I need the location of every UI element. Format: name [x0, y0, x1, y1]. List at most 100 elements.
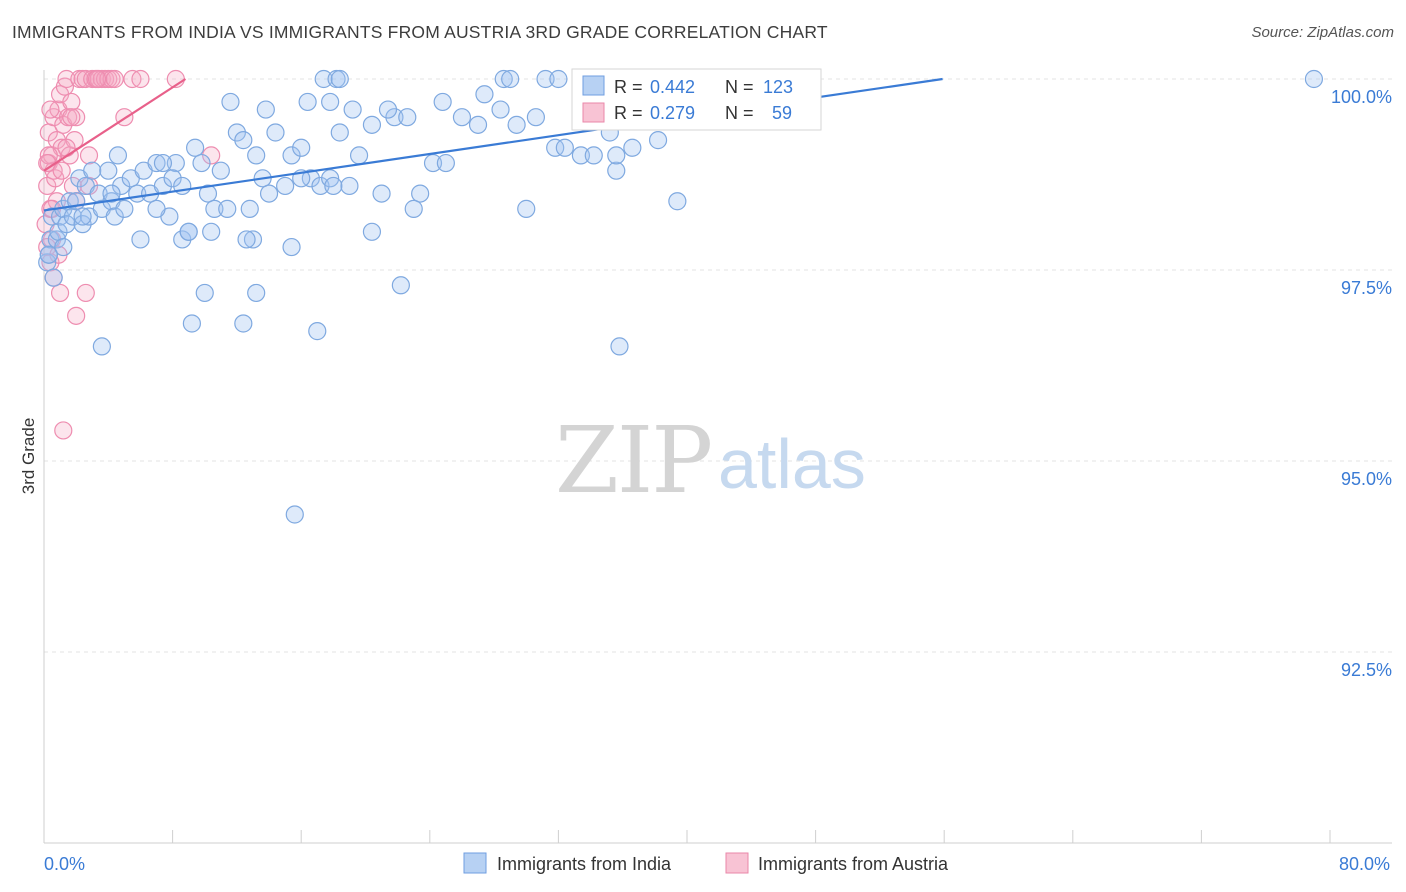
- india-point: [105, 207, 124, 226]
- india-point: [186, 138, 205, 157]
- india-point: [92, 337, 111, 356]
- watermark-atlas: atlas: [718, 425, 866, 503]
- stats-legend-box: [571, 68, 822, 131]
- india-point: [153, 153, 173, 173]
- india-point: [475, 85, 494, 104]
- y-tick-label: 100.0%: [1331, 87, 1392, 107]
- india-point: [147, 199, 166, 218]
- india-point: [198, 184, 218, 203]
- india-point: [192, 153, 211, 173]
- india-point: [436, 153, 455, 173]
- india-point: [311, 176, 330, 196]
- india-point: [234, 131, 253, 150]
- x-tick-label-min: 0.0%: [44, 854, 85, 874]
- austria-point: [54, 421, 73, 440]
- india-point: [501, 69, 520, 89]
- austria-point: [67, 108, 86, 127]
- india-point: [571, 146, 591, 165]
- y-tick-label: 92.5%: [1341, 660, 1392, 680]
- india-point: [349, 146, 369, 165]
- india-point: [259, 184, 279, 203]
- india-point: [314, 69, 333, 89]
- india-point: [282, 146, 301, 165]
- india-point: [536, 69, 555, 89]
- india-point: [378, 100, 398, 119]
- x-axis-ticks: [43, 830, 1331, 843]
- india-point: [517, 199, 536, 218]
- india-point: [237, 230, 256, 249]
- india-point: [321, 92, 340, 112]
- india-point: [112, 176, 131, 196]
- india-point: [102, 184, 121, 203]
- gridlines: [44, 78, 1392, 653]
- india-point: [301, 169, 320, 188]
- india-point: [243, 230, 263, 249]
- india-point: [179, 222, 198, 241]
- india-point: [195, 283, 214, 303]
- india-point: [385, 108, 404, 127]
- india-point: [362, 222, 382, 241]
- india-point: [73, 215, 92, 234]
- india-point: [433, 92, 452, 112]
- india-point: [247, 283, 266, 303]
- india-point: [153, 176, 173, 196]
- y-axis-tick-labels: 100.0% 97.5% 95.0% 92.5%: [1331, 87, 1392, 680]
- watermark-zip: ZIP: [555, 407, 711, 514]
- chart-title: IMMIGRANTS FROM INDIA VS IMMIGRANTS FROM…: [12, 22, 828, 42]
- india-point: [610, 337, 629, 356]
- india-point: [276, 176, 295, 196]
- india-point: [211, 161, 230, 180]
- india-point: [163, 169, 182, 188]
- india-point: [221, 92, 240, 112]
- india-point: [452, 108, 472, 127]
- india-point: [285, 505, 304, 524]
- austria-point: [131, 69, 150, 89]
- india-point: [391, 276, 410, 295]
- india-point: [362, 115, 382, 134]
- austria-point: [62, 92, 81, 112]
- austria-point: [76, 283, 95, 303]
- india-point: [83, 161, 102, 180]
- india-point: [308, 322, 327, 341]
- india-point: [330, 69, 349, 89]
- watermark: ZIP atlas: [555, 407, 866, 514]
- india-point: [398, 108, 417, 127]
- india-point: [555, 138, 574, 157]
- chart-source: Source: ZipAtlas.com: [1251, 24, 1394, 41]
- stats-india-r-label: R =: [614, 77, 643, 97]
- austria-point: [67, 306, 86, 325]
- india-point: [73, 207, 92, 226]
- india-point: [282, 237, 301, 257]
- india-point: [1304, 69, 1324, 89]
- austria-point: [202, 146, 221, 165]
- y-tick-label: 95.0%: [1341, 469, 1392, 489]
- legend-label-austria: Immigrants from Austria: [758, 854, 949, 874]
- india-point: [491, 100, 510, 119]
- india-point: [234, 314, 253, 333]
- austria-point: [57, 138, 76, 157]
- india-point: [494, 69, 513, 89]
- india-point: [47, 230, 66, 249]
- india-point: [668, 192, 687, 211]
- stats-swatch-india: [582, 75, 605, 96]
- x-tick-label-max: 80.0%: [1339, 854, 1390, 874]
- india-point: [468, 115, 488, 134]
- series-legend: Immigrants from India Immigrants from Au…: [463, 852, 949, 874]
- stats-austria-n-label: N =: [725, 103, 754, 123]
- legend-label-india: Immigrants from India: [497, 854, 672, 874]
- austria-point: [105, 69, 124, 89]
- austria-point: [62, 108, 81, 127]
- india-point: [411, 184, 430, 203]
- india-point: [202, 222, 221, 241]
- india-point: [182, 314, 201, 333]
- india-point: [507, 115, 526, 134]
- india-point: [99, 161, 118, 180]
- india-point: [372, 184, 391, 203]
- india-point: [330, 123, 349, 142]
- india-point: [648, 131, 668, 150]
- india-point: [324, 176, 343, 196]
- india-point: [404, 199, 423, 218]
- india-point: [205, 199, 224, 218]
- stats-india-n-value: 123: [763, 77, 793, 97]
